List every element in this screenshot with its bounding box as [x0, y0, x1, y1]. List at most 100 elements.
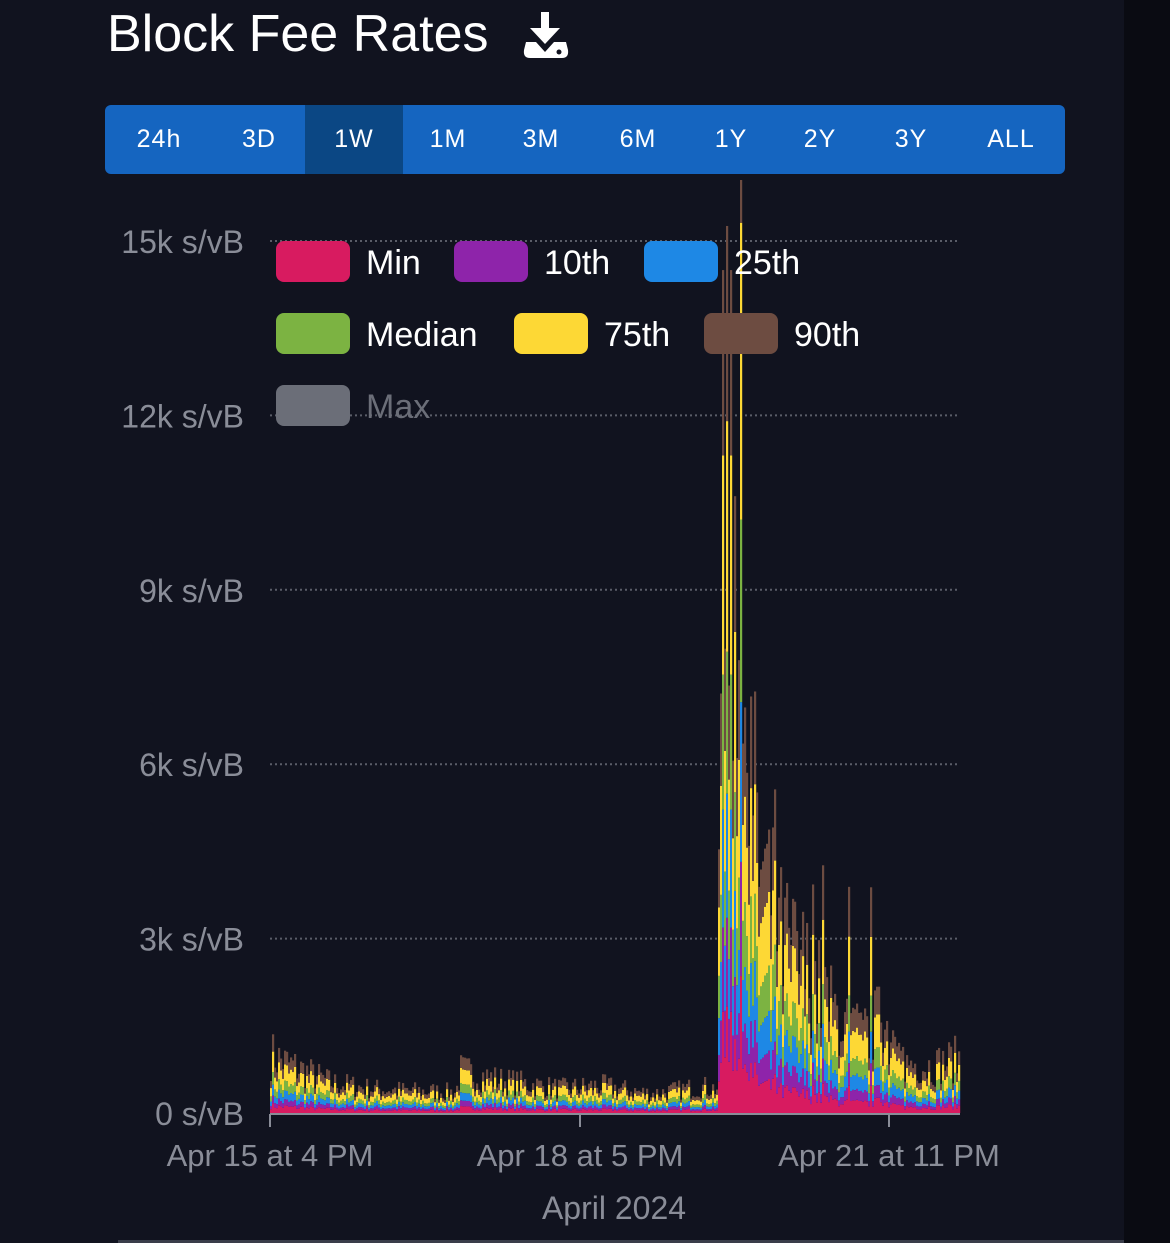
legend-item-min[interactable]: Min	[276, 241, 421, 282]
series-25th-sample	[558, 1101, 561, 1106]
series-10th-sample	[280, 1101, 283, 1107]
series-90th-sample	[840, 1041, 843, 1058]
series-10th-sample	[366, 1105, 369, 1109]
download-icon[interactable]	[520, 12, 572, 62]
series-median-sample	[596, 1099, 599, 1104]
series-median-sample	[368, 1105, 371, 1108]
legend-swatch	[644, 241, 718, 282]
series-10th-sample	[926, 1105, 929, 1109]
legend-item-median[interactable]: Median	[276, 313, 478, 354]
series-25th-sample	[494, 1096, 497, 1103]
series-90th-sample	[796, 931, 799, 972]
series-25th-sample	[502, 1105, 505, 1109]
series-90th-sample	[918, 1083, 921, 1090]
series-10th-sample	[314, 1107, 317, 1111]
series-90th-sample	[608, 1078, 611, 1086]
series-median-sample	[782, 1047, 785, 1068]
legend-item-75th[interactable]: 75th	[514, 313, 670, 354]
series-75th-sample	[604, 1082, 607, 1093]
series-10th-sample	[660, 1109, 663, 1112]
series-min-sample	[518, 1110, 521, 1113]
range-option-24h[interactable]: 24h	[136, 125, 182, 153]
series-25th-sample	[758, 1031, 761, 1064]
series-25th-sample	[684, 1103, 687, 1108]
series-10th-sample	[758, 1063, 761, 1086]
range-option-3d[interactable]: 3D	[242, 125, 276, 153]
legend-item-max[interactable]: Max	[276, 385, 430, 426]
series-75th-sample	[330, 1092, 333, 1100]
series-min-sample	[728, 1061, 731, 1113]
range-option-all[interactable]: ALL	[987, 125, 1035, 153]
series-25th-sample	[382, 1105, 385, 1109]
series-90th-sample	[852, 1007, 855, 1031]
series-median-sample	[626, 1101, 629, 1105]
series-10th-sample	[828, 1092, 831, 1103]
series-10th-sample	[518, 1108, 521, 1111]
legend-item-10th[interactable]: 10th	[454, 241, 610, 282]
series-min-sample	[446, 1109, 449, 1113]
series-10th-sample	[380, 1109, 383, 1112]
series-25th-sample	[426, 1106, 429, 1109]
series-90th-sample	[290, 1057, 293, 1070]
series-75th-sample	[362, 1094, 365, 1101]
range-option-6m[interactable]: 6M	[619, 125, 657, 153]
series-75th-sample	[918, 1089, 921, 1098]
series-median-sample	[868, 1084, 871, 1094]
series-75th-sample	[782, 1014, 785, 1048]
range-option-1w[interactable]: 1W	[305, 105, 403, 174]
series-median-sample	[282, 1090, 285, 1098]
range-option-2y[interactable]: 2Y	[803, 125, 837, 153]
series-75th-sample	[948, 1057, 951, 1077]
series-25th-sample	[554, 1100, 557, 1106]
series-25th-sample	[754, 961, 757, 1021]
series-min-sample	[922, 1107, 925, 1113]
range-option-1y[interactable]: 1Y	[714, 125, 748, 153]
series-10th-sample	[526, 1107, 529, 1111]
series-10th-sample	[540, 1105, 543, 1110]
series-90th-sample	[702, 1084, 705, 1091]
series-min-sample	[742, 1068, 745, 1113]
series-90th-sample	[952, 1083, 955, 1090]
series-90th-sample	[698, 1096, 701, 1101]
series-25th-sample	[678, 1101, 681, 1106]
series-25th-sample	[642, 1103, 645, 1108]
series-75th-sample	[800, 985, 803, 1029]
series-min-sample	[600, 1110, 603, 1113]
series-min-sample	[542, 1109, 545, 1113]
series-75th-sample	[520, 1079, 523, 1091]
series-25th-sample	[638, 1104, 641, 1109]
series-75th-sample	[852, 1030, 855, 1059]
series-median-sample	[350, 1095, 353, 1102]
series-25th-sample	[816, 1080, 819, 1094]
series-min-sample	[462, 1106, 465, 1113]
legend-item-90th[interactable]: 90th	[704, 313, 860, 354]
series-10th-sample	[538, 1105, 541, 1110]
range-option-3y[interactable]: 3Y	[894, 125, 928, 153]
series-min-sample	[480, 1110, 483, 1113]
series-min-sample	[620, 1109, 623, 1113]
series-75th-sample	[826, 1007, 829, 1043]
series-25th-sample	[742, 979, 745, 1032]
series-10th-sample	[720, 1020, 723, 1063]
series-25th-sample	[356, 1105, 359, 1109]
series-10th-sample	[714, 1108, 717, 1111]
series-25th-sample	[834, 1070, 837, 1087]
series-10th-sample	[728, 1018, 731, 1062]
range-option-1m[interactable]: 1M	[429, 125, 467, 153]
series-median-sample	[830, 1036, 833, 1060]
series-25th-sample	[810, 1086, 813, 1097]
series-median-sample	[376, 1095, 379, 1102]
series-25th-sample	[270, 1101, 273, 1106]
series-90th-sample	[492, 1086, 495, 1093]
series-25th-sample	[844, 1076, 847, 1091]
series-90th-sample	[532, 1083, 535, 1090]
series-median-sample	[380, 1104, 383, 1108]
range-option-3m[interactable]: 3M	[522, 125, 560, 153]
series-90th-sample	[274, 1067, 277, 1078]
series-25th-sample	[756, 997, 759, 1043]
legend-item-25th[interactable]: 25th	[644, 241, 800, 282]
series-75th-sample	[646, 1094, 649, 1101]
series-90th-sample	[286, 1051, 289, 1066]
series-75th-sample	[788, 968, 791, 1017]
series-25th-sample	[342, 1103, 345, 1108]
